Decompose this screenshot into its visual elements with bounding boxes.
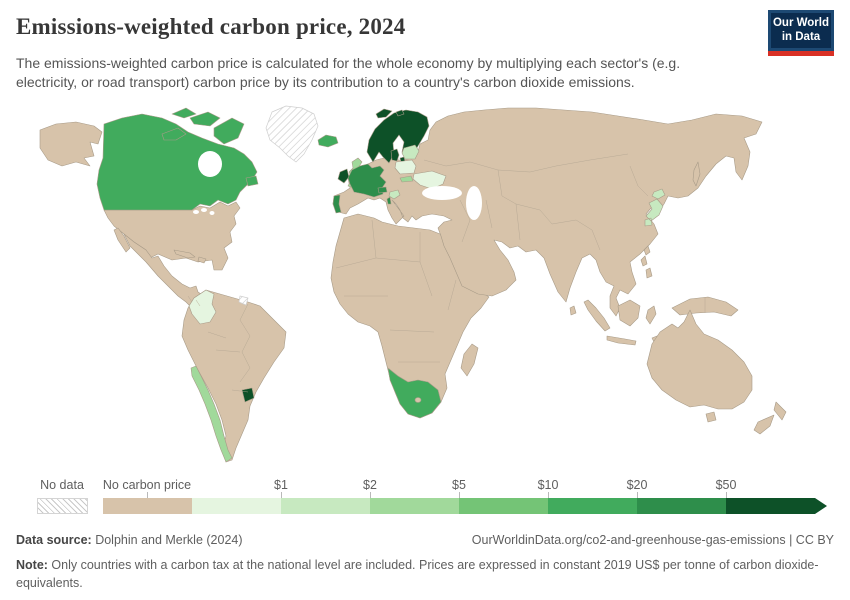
country-slovakia[interactable] <box>399 175 414 183</box>
legend-tick <box>459 492 460 498</box>
owid-logo-line2: in Data <box>781 30 821 43</box>
country-portugal[interactable] <box>332 194 342 214</box>
great-lakes <box>193 210 199 214</box>
legend-swatch-gt50[interactable] <box>726 498 815 514</box>
country-philippines[interactable] <box>640 255 653 279</box>
country-taiwan[interactable] <box>643 245 651 256</box>
country-canada-newfoundland[interactable] <box>245 175 259 187</box>
country-french-guiana-no-data[interactable] <box>238 295 249 306</box>
legend-no-data-label: No data <box>40 478 84 492</box>
country-baltic-states[interactable] <box>401 144 420 160</box>
legend-swatch-no-data[interactable] <box>37 498 88 514</box>
data-source-value: Dolphin and Merkle (2024) <box>91 533 243 547</box>
owid-logo-red-stripe <box>768 51 834 56</box>
country-indonesia-sumatra[interactable] <box>583 299 611 332</box>
footer: Data source: Dolphin and Merkle (2024) O… <box>16 533 834 547</box>
country-chile[interactable] <box>190 365 233 463</box>
country-svalbard[interactable] <box>375 108 405 119</box>
footer-note: Note: Only countries with a carbon tax a… <box>16 556 826 592</box>
legend-tick <box>281 492 282 498</box>
country-madagascar[interactable] <box>460 343 479 377</box>
country-indonesia-java[interactable] <box>606 335 637 346</box>
page-title: Emissions-weighted carbon price, 2024 <box>16 14 406 39</box>
continent-africa[interactable] <box>330 213 490 419</box>
great-lakes <box>201 208 207 212</box>
world-map <box>0 100 850 472</box>
country-australia[interactable] <box>646 309 753 410</box>
country-usa[interactable] <box>103 201 241 271</box>
country-switzerland[interactable] <box>377 186 388 194</box>
country-iceland[interactable] <box>317 134 339 148</box>
country-lesotho[interactable] <box>414 397 422 403</box>
country-greenland-no-data[interactable] <box>265 105 319 163</box>
legend-tick-label-5: $5 <box>452 478 466 492</box>
legend-tick <box>726 492 727 498</box>
legend-no-price-label: No carbon price <box>102 478 192 492</box>
country-baja-mexico[interactable] <box>113 227 131 253</box>
hudson-bay <box>198 151 222 177</box>
country-canada[interactable] <box>96 113 258 211</box>
country-sakhalin-russia[interactable] <box>692 161 701 187</box>
legend-swatch-5-10[interactable] <box>459 498 548 514</box>
country-cuba[interactable] <box>173 249 196 259</box>
country-colombia[interactable] <box>188 289 217 325</box>
legend-swatch-10-20[interactable] <box>548 498 637 514</box>
legend-tick <box>548 492 549 498</box>
country-corsica-france[interactable] <box>386 196 392 205</box>
legend-tick-label-10: $10 <box>537 478 559 492</box>
country-ireland[interactable] <box>337 168 350 184</box>
continent-south-america[interactable] <box>181 289 287 463</box>
legend-tick-label-2: $2 <box>363 478 377 492</box>
country-borneo[interactable] <box>617 299 641 327</box>
legend-swatch-lt1[interactable] <box>192 498 281 514</box>
country-france[interactable] <box>347 163 387 198</box>
country-alaska-usa[interactable] <box>39 121 103 167</box>
note-label: Note: <box>16 558 48 572</box>
owid-logo-box: Our World in Data <box>768 10 834 51</box>
legend-swatch-no-price[interactable] <box>103 498 192 514</box>
country-croatia-slovenia[interactable] <box>388 189 401 200</box>
legend-tick <box>637 492 638 498</box>
owid-logo[interactable]: Our World in Data <box>768 10 834 56</box>
country-japan[interactable] <box>644 188 666 227</box>
legend-arrow-cap <box>815 498 827 514</box>
note-text: Only countries with a carbon tax at the … <box>16 558 819 591</box>
legend-tick-label-50: $50 <box>715 478 737 492</box>
legend-tick-label-1: $1 <box>274 478 288 492</box>
country-sulawesi[interactable] <box>645 305 657 325</box>
country-south-africa[interactable] <box>387 367 442 419</box>
country-poland[interactable] <box>394 159 417 175</box>
legend-swatch-1-2[interactable] <box>281 498 370 514</box>
country-sri-lanka[interactable] <box>569 305 577 316</box>
great-lakes <box>209 211 215 215</box>
country-hispaniola[interactable] <box>197 256 207 264</box>
caspian-sea <box>466 186 482 220</box>
chart-subtitle: The emissions-weighted carbon price is c… <box>16 55 681 90</box>
legend-tick-label-20: $20 <box>626 478 648 492</box>
legend-tick <box>147 492 148 498</box>
black-sea <box>422 186 462 200</box>
map-legend: No data No carbon price $1 $2 $5 $10 $20… <box>0 478 850 520</box>
legend-swatch-20-50[interactable] <box>637 498 726 514</box>
country-tasmania[interactable] <box>705 411 717 423</box>
country-new-zealand[interactable] <box>753 401 787 435</box>
legend-tick <box>370 492 371 498</box>
country-borders <box>187 153 706 393</box>
legend-swatch-2-5[interactable] <box>370 498 459 514</box>
country-canada-arctic-islands[interactable] <box>161 107 245 145</box>
data-source-label: Data source: <box>16 533 92 547</box>
owid-logo-line1: Our World <box>772 17 829 30</box>
data-source-line: Data source: Dolphin and Merkle (2024) <box>16 533 243 547</box>
owid-url-link[interactable]: OurWorldinData.org/co2-and-greenhouse-ga… <box>471 533 834 547</box>
